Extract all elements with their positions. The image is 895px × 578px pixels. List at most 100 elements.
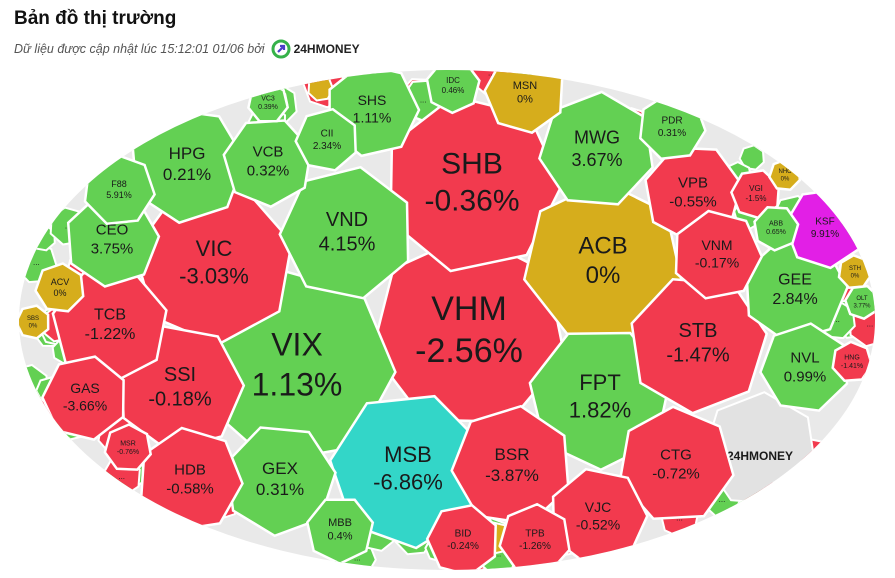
change: 5.91% xyxy=(106,190,132,200)
change: 0.31% xyxy=(256,480,304,499)
stock-cell[interactable]: VPB-0.55% xyxy=(644,146,743,244)
ticker: VPB xyxy=(678,175,708,192)
change: 2.34% xyxy=(313,141,341,152)
change: -3.87% xyxy=(485,466,539,485)
cell-shape xyxy=(425,503,497,570)
stock-cell[interactable]: STB -1.47% xyxy=(630,278,769,415)
change: 3.67% xyxy=(571,150,622,170)
cell-shape xyxy=(19,304,50,340)
ticker: MSR xyxy=(120,441,136,448)
ticker: BSR xyxy=(495,445,530,464)
ticker: TPB xyxy=(525,528,545,539)
ticker: CII xyxy=(321,128,334,139)
ticker: NVL xyxy=(790,350,819,367)
change: 0.65% xyxy=(766,229,786,236)
ticker: F88 xyxy=(111,179,127,189)
brand-icon xyxy=(271,39,291,59)
cell-shape xyxy=(831,340,874,382)
subtitle: Dữ liệu được cập nhật lúc 15:12:01 01/06… xyxy=(14,42,265,56)
change: 2.84% xyxy=(772,291,817,308)
stock-cell[interactable]: VJC-0.52% xyxy=(551,467,649,567)
brand-logo[interactable]: 24HMONEY xyxy=(271,39,360,59)
small-cell-label: ... xyxy=(25,381,32,390)
stock-cell[interactable]: GAS-3.66% xyxy=(41,355,125,441)
ticker: MSB xyxy=(384,442,432,467)
stock-cell[interactable]: MBB 0.4% xyxy=(305,498,375,565)
change: -1.26% xyxy=(519,541,551,552)
ticker: SBS xyxy=(27,316,39,322)
stock-cell[interactable]: BSR -3.87% xyxy=(450,404,570,526)
change: -0.55% xyxy=(669,193,717,210)
cell-shape xyxy=(618,405,735,520)
change: -0.17% xyxy=(695,254,739,270)
small-cell-label: ... xyxy=(833,315,840,324)
ticker: HNG xyxy=(844,355,860,362)
ticker: IDC xyxy=(446,76,460,85)
stock-cell[interactable]: SHB -0.36% xyxy=(389,94,563,273)
small-cell-label: ... xyxy=(488,69,495,78)
small-cell-label: ... xyxy=(118,472,125,481)
change: 0% xyxy=(781,176,790,182)
ticker: VGI xyxy=(749,184,763,193)
change: -3.03% xyxy=(179,263,249,288)
cell-shape xyxy=(538,90,654,206)
change: 3.75% xyxy=(91,240,134,257)
cell-shape xyxy=(225,426,337,538)
change: -0.36% xyxy=(424,185,519,218)
small-cell-label: ... xyxy=(354,553,361,562)
stock-cell[interactable]: ACB 0% xyxy=(522,180,683,337)
stock-cell[interactable]: GEX 0.31% xyxy=(225,426,337,538)
change: -6.86% xyxy=(373,469,443,494)
ticker: ABB xyxy=(769,221,783,228)
ticker: VND xyxy=(326,209,368,231)
stock-cell[interactable]: CII 2.34% xyxy=(294,107,357,172)
ticker: HDB xyxy=(174,462,206,479)
ticker: KSF xyxy=(815,216,834,227)
change: -0.72% xyxy=(652,465,700,482)
change: 1.11% xyxy=(353,109,392,125)
ticker: VJC xyxy=(585,499,611,515)
change: -0.52% xyxy=(576,516,620,532)
change: 0% xyxy=(53,288,66,298)
cell-shape xyxy=(425,70,481,115)
stock-cell[interactable]: TPB -1.26% xyxy=(498,502,571,573)
change: -2.56% xyxy=(415,332,523,370)
brand-name: 24HMONEY xyxy=(293,42,360,56)
cell-shape xyxy=(34,262,85,313)
ticker: SHS xyxy=(358,92,387,108)
ticker: HPG xyxy=(169,144,206,163)
change: 0% xyxy=(517,94,533,106)
change: 0.21% xyxy=(163,165,211,184)
ticker: VC3 xyxy=(261,96,275,103)
stock-cell[interactable]: HDB-0.58% xyxy=(139,426,244,532)
ticker: ACB xyxy=(578,232,627,259)
stock-cell[interactable]: MSR-0.76% xyxy=(103,423,153,471)
change: -1.5% xyxy=(746,194,767,203)
change: -1.41% xyxy=(841,363,863,370)
stock-cell[interactable]: VND 4.15% xyxy=(278,165,410,300)
brand-cell-label: 24HMONEY xyxy=(727,449,793,463)
stock-cell[interactable]: BID -0.24% xyxy=(425,503,497,575)
change: -1.22% xyxy=(85,326,136,343)
cell-shape xyxy=(103,423,153,471)
change: 0% xyxy=(29,323,38,329)
cell-shape xyxy=(753,206,800,252)
ticker: SHB xyxy=(441,147,503,180)
change: -0.58% xyxy=(166,480,214,497)
stock-cell[interactable]: HNG-1.41% xyxy=(831,340,874,382)
title: Bản đồ thị trường xyxy=(14,8,177,29)
stock-cell[interactable]: VNM-0.17% xyxy=(674,209,764,300)
stock-cell[interactable]: CTG-0.72% xyxy=(618,405,735,520)
